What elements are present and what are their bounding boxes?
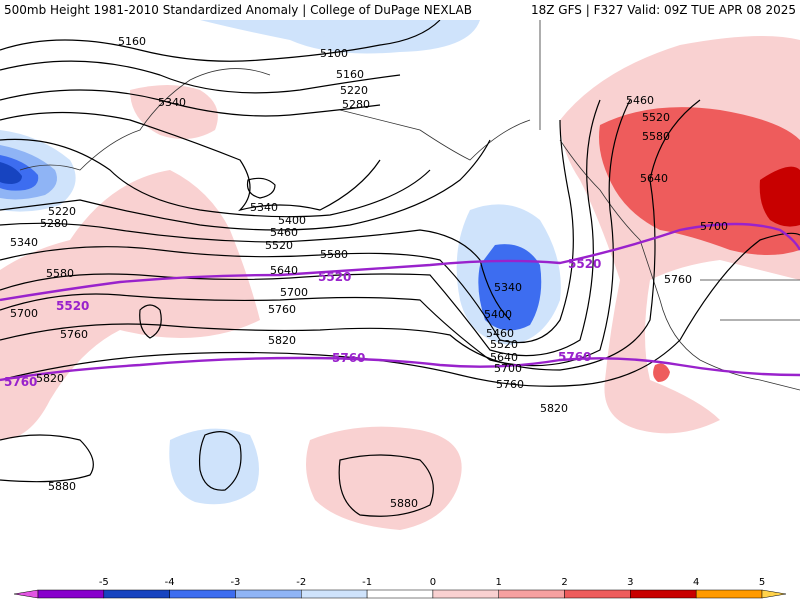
contour-label: 5820 bbox=[268, 334, 296, 347]
contour-label: 5760 bbox=[664, 273, 692, 286]
contour-label: 5760 bbox=[268, 303, 296, 316]
colorbar-tick-label: -1 bbox=[362, 577, 372, 588]
colorbar-tick-label: 4 bbox=[693, 577, 699, 588]
colorbar-segment bbox=[498, 589, 565, 599]
colorbar-tick-label: -5 bbox=[99, 577, 109, 588]
positive-anomaly-south bbox=[306, 426, 462, 530]
contour-label: 5160 bbox=[118, 35, 146, 48]
contour-label: 5400 bbox=[278, 214, 306, 227]
thickness-labels: 5520 5520 5520 5760 5760 5760 bbox=[4, 257, 601, 389]
model-run-info: 18Z GFS | F327 Valid: 09Z TUE APR 08 202… bbox=[530, 3, 796, 17]
contour-label: 5640 bbox=[490, 351, 518, 364]
contour-label: 5520 bbox=[265, 239, 293, 252]
colorbar-tick-label: 1 bbox=[496, 577, 502, 588]
anomaly-map: 5160 5100 5160 5220 5280 5340 5220 5280 … bbox=[0, 20, 800, 530]
thickness-label: 5520 bbox=[56, 299, 89, 313]
contour-label: 5700 bbox=[10, 307, 38, 320]
contour-label: 5340 bbox=[250, 201, 278, 214]
contour-label: 5340 bbox=[494, 281, 522, 294]
contour-label: 5160 bbox=[336, 68, 364, 81]
colorbar-segment bbox=[432, 589, 499, 599]
colorbar-tick-label: -3 bbox=[230, 577, 240, 588]
contour-label: 5640 bbox=[270, 264, 298, 277]
contour-label: 5820 bbox=[36, 372, 64, 385]
colorbar-tick-label: 5 bbox=[759, 577, 765, 588]
colorbar-tick-label: 0 bbox=[430, 577, 436, 588]
contour-label: 5880 bbox=[48, 480, 76, 493]
contour-label: 5760 bbox=[496, 378, 524, 391]
colorbar-svg: -5 -4 -3 -2 -1 0 1 2 3 4 5 bbox=[13, 577, 787, 599]
contour-label: 5580 bbox=[46, 267, 74, 280]
colorbar-tick-label: -2 bbox=[296, 577, 306, 588]
colorbar-segment bbox=[564, 589, 631, 599]
contour-label: 5460 bbox=[486, 327, 514, 340]
thickness-label: 5760 bbox=[4, 375, 37, 389]
map-header: 500mb Height 1981-2010 Standardized Anom… bbox=[0, 0, 800, 20]
contour-label: 5580 bbox=[642, 130, 670, 143]
contour-label: 5460 bbox=[270, 226, 298, 239]
colorbar-tick-label: 3 bbox=[627, 577, 633, 588]
contour-label: 5220 bbox=[48, 205, 76, 218]
contour-label: 5700 bbox=[280, 286, 308, 299]
colorbar-segment bbox=[301, 589, 368, 599]
colorbar-segment bbox=[366, 589, 434, 599]
contour-label: 5820 bbox=[540, 402, 568, 415]
contour-label: 5520 bbox=[642, 111, 670, 124]
contour-label: 5640 bbox=[640, 172, 668, 185]
height-contours bbox=[0, 20, 800, 517]
contour-label: 5520 bbox=[490, 338, 518, 351]
thickness-label: 5520 bbox=[318, 270, 351, 284]
colorbar-arrow-right bbox=[761, 589, 787, 599]
negative-anomaly-south bbox=[169, 428, 259, 505]
colorbar-segment bbox=[235, 589, 302, 599]
contour-label: 5100 bbox=[320, 47, 348, 60]
coastlines bbox=[19, 20, 800, 391]
colorbar-segment bbox=[103, 589, 170, 599]
colorbar: -5 -4 -3 -2 -1 0 1 2 3 4 5 bbox=[0, 573, 800, 600]
colorbar-tick-label: -4 bbox=[165, 577, 175, 588]
colorbar-segment bbox=[630, 589, 697, 599]
map-title: 500mb Height 1981-2010 Standardized Anom… bbox=[4, 3, 472, 17]
colorbar-segment bbox=[169, 589, 236, 599]
contour-label: 5460 bbox=[626, 94, 654, 107]
contour-label: 5700 bbox=[700, 220, 728, 233]
colorbar-tick-label: 2 bbox=[561, 577, 567, 588]
anomaly-shading bbox=[0, 20, 800, 530]
thickness-label: 5520 bbox=[568, 257, 601, 271]
contour-label: 5220 bbox=[340, 84, 368, 97]
thickness-label: 5760 bbox=[558, 350, 591, 364]
contour-label: 5280 bbox=[40, 217, 68, 230]
thickness-label: 5760 bbox=[332, 351, 365, 365]
contour-label: 5580 bbox=[320, 248, 348, 261]
contour-label: 5400 bbox=[484, 308, 512, 321]
contour-label: 5700 bbox=[494, 362, 522, 375]
positive-anomaly-west bbox=[0, 170, 260, 440]
contour-label: 5340 bbox=[158, 96, 186, 109]
contour-label: 5280 bbox=[342, 98, 370, 111]
contour-labels: 5160 5100 5160 5220 5280 5340 5220 5280 … bbox=[10, 35, 728, 510]
contour-label: 5340 bbox=[10, 236, 38, 249]
contour-label: 5760 bbox=[60, 328, 88, 341]
colorbar-arrow-left bbox=[13, 589, 39, 599]
thickness-contours bbox=[0, 222, 800, 382]
colorbar-segment bbox=[695, 589, 763, 599]
colorbar-segment bbox=[37, 589, 105, 599]
contour-label: 5880 bbox=[390, 497, 418, 510]
